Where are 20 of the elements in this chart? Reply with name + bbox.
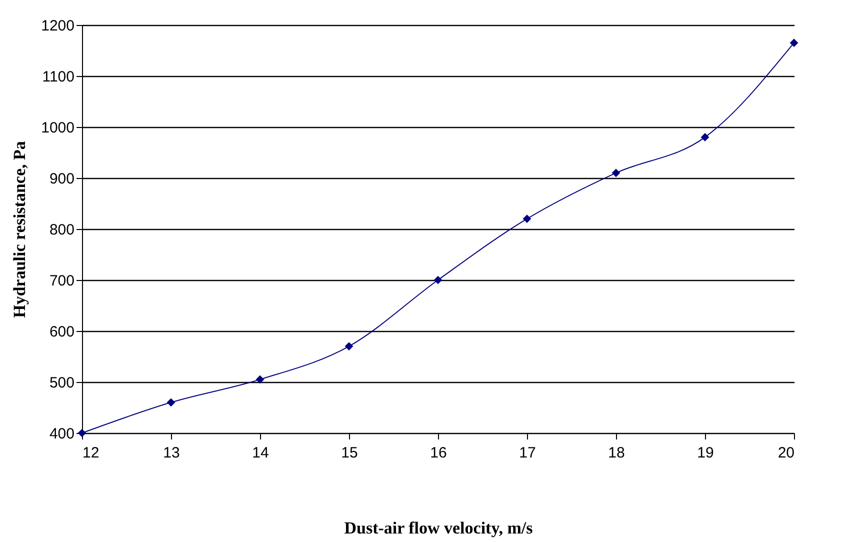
x-tick-label: 19 — [697, 444, 714, 462]
x-tick-label: 15 — [341, 444, 358, 462]
x-tick-label: 17 — [519, 444, 536, 462]
y-tick-label: 400 — [49, 426, 74, 442]
y-tick-label: 600 — [49, 324, 74, 340]
x-tick-label: 18 — [608, 444, 625, 462]
y-tick-label: 900 — [49, 170, 74, 188]
x-tick-label: 14 — [252, 444, 269, 462]
y-tick-label: 1100 — [42, 68, 74, 86]
y-tick-label: 1200 — [41, 18, 74, 34]
y-tick-label: 1000 — [41, 120, 74, 136]
y-tick-label: 700 — [49, 272, 74, 290]
x-tick-label: 12 — [82, 444, 100, 462]
x-axis-title: Dust-air flow velocity, m/s — [344, 518, 534, 538]
y-tick-label: 500 — [49, 374, 74, 392]
x-tick-label: 20 — [778, 444, 794, 462]
x-tick-label: 16 — [430, 444, 447, 462]
x-tick-label: 13 — [163, 444, 180, 462]
y-axis-title: Hydraulic resistance, Pa — [10, 140, 30, 318]
y-tick-label: 800 — [49, 222, 74, 238]
